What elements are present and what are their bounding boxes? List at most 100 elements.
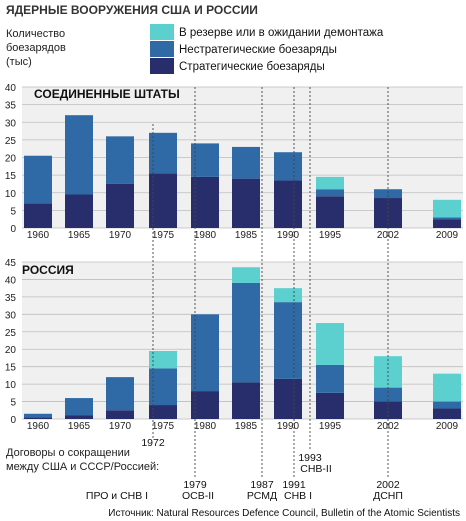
usa-y-tick-label: 40 <box>5 83 17 94</box>
russia-y-tick-label: 20 <box>5 345 17 356</box>
source-note: Источник: Natural Resources Defence Coun… <box>108 508 460 519</box>
russia-y-tick-label: 25 <box>5 328 17 339</box>
y-axis-label-line-1: Количество <box>6 28 65 40</box>
treaties-label-line-2: между США и СССР/Россией: <box>6 461 159 473</box>
russia-y-tick-label: 45 <box>5 258 17 269</box>
russia-x-tick-label: 1990 <box>277 421 300 432</box>
russia-x-tick-label: 1965 <box>68 421 91 432</box>
treaty-year-1987: 1987 <box>250 479 274 491</box>
russia-bar-2002-strategic <box>374 401 402 419</box>
russia-bar-1995-reserve <box>316 323 344 365</box>
treaty-name-abm-salt1: ПРО и СНВ I <box>86 490 148 502</box>
usa-x-tick-label: 1960 <box>27 230 50 241</box>
y-axis-label-line-2: боезарядов <box>6 42 66 54</box>
treaty-name-salt2: ОСВ-II <box>182 490 214 502</box>
treaty-name-sort: ДСНП <box>373 490 403 502</box>
russia-bar-1980-nonstrategic <box>191 314 219 392</box>
legend-label-strategic: Стратегические боезаряды <box>179 61 325 73</box>
usa-bar-2009-strategic <box>433 219 461 228</box>
treaty-name-start2: СНВ-II <box>300 463 332 475</box>
russia-bar-1995-strategic <box>316 392 344 419</box>
usa-x-tick-label: 1985 <box>235 230 258 241</box>
usa-bar-1985-strategic <box>232 178 260 228</box>
usa-panel-title: СОЕДИНЕННЫЕ ШТАТЫ <box>34 87 180 101</box>
russia-x-tick-label: 2009 <box>436 421 459 432</box>
russia-bar-1970-nonstrategic <box>106 377 134 411</box>
russia-panel: 0 5 10 15 20 25 30 35 40 45 1960 1965 1970 1975 1980 19… <box>5 258 463 432</box>
y-axis-label-line-3: (тыс) <box>6 56 32 68</box>
usa-bar-1995-strategic <box>316 196 344 228</box>
russia-bar-1960-nonstrategic <box>24 413 52 418</box>
usa-bar-2009-nonstrategic <box>433 217 461 220</box>
russia-bar-1985-nonstrategic <box>232 282 260 383</box>
usa-panel: 0 5 10 15 20 25 30 35 40 1960 1965 1970 1975 1980 1985… <box>5 83 463 241</box>
russia-bar-2002-nonstrategic <box>374 387 402 402</box>
legend-swatch-strategic <box>150 58 174 74</box>
usa-bar-1960-nonstrategic <box>24 155 52 204</box>
usa-bar-1965-strategic <box>65 194 93 228</box>
usa-bar-1960-strategic <box>24 203 52 228</box>
chart-title: ЯДЕРНЫЕ ВООРУЖЕНИЯ США И РОССИИ <box>6 3 258 17</box>
usa-x-tick-label: 1965 <box>68 230 91 241</box>
russia-y-tick-label: 5 <box>10 398 16 409</box>
usa-x-tick-label: 2009 <box>436 230 459 241</box>
legend-swatch-reserve <box>150 24 174 40</box>
russia-y-tick-label: 40 <box>5 275 17 286</box>
usa-x-tick-label: 1980 <box>194 230 217 241</box>
usa-y-tick-label: 0 <box>10 224 16 235</box>
russia-bar-1965-strategic <box>65 415 93 419</box>
russia-bar-1960-strategic <box>24 417 52 419</box>
usa-bar-1995-reserve <box>316 176 344 190</box>
russia-bar-1980-strategic <box>191 391 219 419</box>
treaty-year-2002: 2002 <box>376 479 400 491</box>
russia-bar-1995-nonstrategic <box>316 364 344 393</box>
usa-y-tick-label: 25 <box>5 136 17 147</box>
usa-bar-1975-nonstrategic <box>149 132 177 174</box>
russia-x-tick-label: 1970 <box>109 421 132 432</box>
treaty-year-1979: 1979 <box>183 479 207 491</box>
russia-x-tick-label: 1995 <box>319 421 342 432</box>
usa-x-tick-label: 1990 <box>277 230 300 241</box>
legend-swatch-nonstrategic <box>150 41 174 57</box>
russia-y-tick-label: 0 <box>10 415 16 426</box>
russia-bar-1975-nonstrategic <box>149 368 177 406</box>
russia-y-tick-label: 15 <box>5 363 17 374</box>
usa-bar-2002-nonstrategic <box>374 189 402 199</box>
russia-bar-1990-reserve <box>274 288 302 303</box>
usa-bar-1980-strategic <box>191 176 219 228</box>
russia-bar-2009-reserve <box>433 373 461 402</box>
treaties-label-line-1: Договоры о сокращении <box>6 447 130 459</box>
russia-bar-2009-nonstrategic <box>433 401 461 409</box>
russia-panel-title: РОССИЯ <box>22 263 74 277</box>
russia-x-tick-label: 2002 <box>377 421 400 432</box>
usa-y-tick-label: 5 <box>10 206 16 217</box>
usa-bar-1965-nonstrategic <box>65 115 93 195</box>
usa-bar-1975-strategic <box>149 173 177 228</box>
russia-bar-1990-nonstrategic <box>274 302 302 379</box>
usa-bar-2009-reserve <box>433 199 461 218</box>
russia-bar-1985-reserve <box>232 267 260 283</box>
usa-x-tick-label: 1975 <box>152 230 175 241</box>
usa-bar-1990-strategic <box>274 180 302 228</box>
russia-bar-1985-strategic <box>232 382 260 419</box>
usa-y-tick-label: 10 <box>5 189 17 200</box>
usa-bar-1980-nonstrategic <box>191 143 219 177</box>
russia-y-tick-label: 35 <box>5 293 17 304</box>
russia-x-tick-label: 1960 <box>27 421 50 432</box>
usa-y-tick-label: 15 <box>5 171 17 182</box>
usa-x-tick-label: 1970 <box>109 230 132 241</box>
russia-bar-1990-strategic <box>274 378 302 419</box>
treaty-name-start1: СНВ I <box>284 490 312 502</box>
russia-bar-1975-reserve <box>149 350 177 369</box>
usa-bar-1985-nonstrategic <box>232 146 260 179</box>
usa-y-tick-label: 35 <box>5 101 17 112</box>
treaty-year-1993: 1993 <box>298 452 322 464</box>
russia-bar-1975-strategic <box>149 405 177 419</box>
treaty-dashed-lines <box>152 87 389 477</box>
legend-label-nonstrategic: Нестратегические боезаряды <box>179 44 337 56</box>
legend: В резерве или в ожидании демонтажа Нестр… <box>150 24 384 74</box>
legend-label-reserve: В резерве или в ожидании демонтажа <box>179 27 384 39</box>
treaty-year-1991: 1991 <box>282 479 306 491</box>
usa-bar-1970-strategic <box>106 183 134 228</box>
